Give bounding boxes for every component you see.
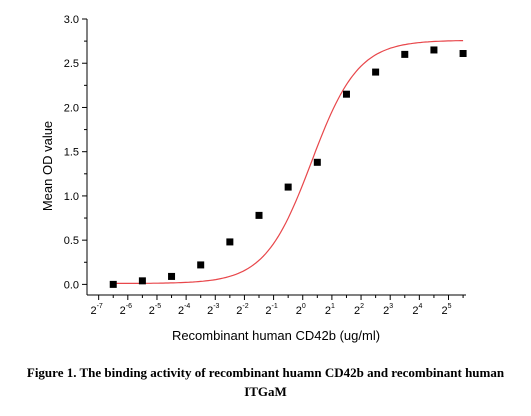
data-point xyxy=(459,50,467,57)
y-tick-label: 1.0 xyxy=(64,191,79,203)
data-point xyxy=(138,277,146,285)
figure-caption: Figure 1. The binding activity of recomb… xyxy=(0,363,531,401)
x-tick-label: 2-5 xyxy=(149,303,161,317)
x-tick-label: 25 xyxy=(441,303,451,317)
x-tick-label: 2-2 xyxy=(236,303,248,317)
data-point xyxy=(372,68,380,76)
caption-line-1: Figure 1. The binding activity of recomb… xyxy=(26,365,505,380)
data-points-layer xyxy=(109,46,467,288)
binding-activity-chart: 0.0 0.5 1.0 1.5 2.0 2.5 3.0 2-7 2-6 2-5 2-4 2-3 2-2 2… xyxy=(40,14,467,343)
x-tick-label: 2-7 xyxy=(90,303,102,317)
x-tick-label: 23 xyxy=(383,303,393,317)
y-tick-label: 2.0 xyxy=(64,102,79,114)
y-tick-label: 3.0 xyxy=(64,14,79,26)
y-tick-label: 0.0 xyxy=(64,279,79,291)
data-point xyxy=(313,158,321,166)
data-point xyxy=(401,50,409,58)
x-tick-label: 2-3 xyxy=(207,303,219,317)
data-point xyxy=(255,211,263,219)
caption-line-2: ITGaM xyxy=(244,384,287,399)
fit-curve xyxy=(113,40,464,285)
y-tick-label: 0.5 xyxy=(64,235,79,247)
x-axis-title: Recombinant human CD42b (ug/ml) xyxy=(172,328,380,343)
data-point xyxy=(430,46,438,54)
data-point xyxy=(109,280,117,288)
axes: 0.0 0.5 1.0 1.5 2.0 2.5 3.0 2-7 2-6 2-5 2-4 2-3 2-2 2… xyxy=(64,14,466,317)
data-point xyxy=(284,183,292,191)
x-tick-label: 21 xyxy=(325,303,335,317)
data-point xyxy=(197,261,205,269)
y-tick-label: 1.5 xyxy=(64,147,79,159)
data-point xyxy=(342,90,350,98)
x-tick-label: 2-4 xyxy=(178,303,190,317)
x-tick-label: 22 xyxy=(354,303,364,317)
y-tick-label: 2.5 xyxy=(64,58,79,70)
x-tick-label: 2-6 xyxy=(120,303,132,317)
y-axis-title: Mean OD value xyxy=(40,121,55,211)
x-tick-label: 2-1 xyxy=(265,303,277,317)
x-tick-label: 24 xyxy=(412,303,422,317)
data-point xyxy=(226,238,234,246)
x-tick-label: 20 xyxy=(296,303,306,317)
data-point xyxy=(168,272,176,280)
fit-curve-layer xyxy=(113,40,464,285)
